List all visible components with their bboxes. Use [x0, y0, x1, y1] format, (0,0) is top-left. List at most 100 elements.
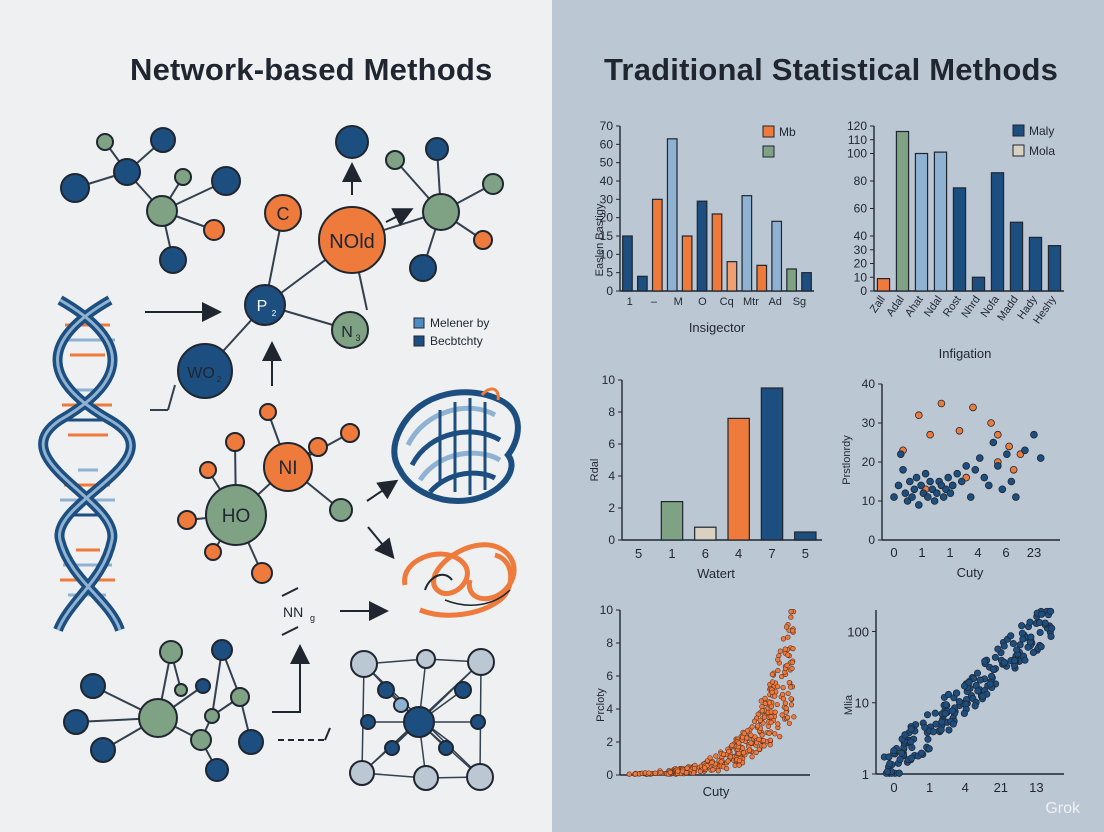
network-node	[96, 133, 114, 151]
scatter-point	[718, 759, 724, 765]
x-axis-label: Cuty	[703, 784, 730, 799]
scatter-point	[890, 493, 898, 501]
x-axis-label: Insigector	[689, 320, 746, 335]
bar	[637, 275, 648, 292]
scatter-point	[736, 758, 743, 764]
network-node	[393, 697, 409, 713]
network-hub-nodes	[177, 125, 504, 399]
y-tick-label: 50	[600, 156, 614, 170]
scatter-point	[1048, 624, 1056, 632]
scatter-point	[953, 469, 961, 478]
node-n-subscript: 3	[355, 333, 360, 343]
scatter-point	[788, 702, 795, 708]
arrow	[366, 479, 399, 502]
scatter-point	[933, 489, 941, 498]
scatter-point	[948, 481, 957, 490]
scatter-point	[790, 646, 796, 652]
scatter-point	[786, 720, 792, 726]
scatter-point	[1000, 658, 1008, 666]
y-tick-label: 100	[847, 147, 867, 161]
scatter-point	[939, 493, 948, 501]
scatter-point	[898, 749, 906, 757]
x-tick-label: 0	[890, 780, 897, 795]
scatter-point	[736, 750, 742, 757]
node-p-subscript: 2	[272, 309, 277, 318]
node-p	[244, 284, 286, 326]
scatter-point	[772, 709, 778, 715]
x-tick-label: M	[674, 296, 683, 308]
x-tick-label: 6	[1002, 545, 1009, 560]
network-cluster-bottom-left-nodes	[63, 639, 264, 782]
protein-structure-icon	[391, 387, 521, 504]
y-tick-label: 0	[608, 533, 615, 547]
y-tick-label: 60	[600, 137, 614, 151]
scatter-point	[667, 769, 673, 775]
scatter-point	[725, 758, 731, 764]
scatter-point	[994, 430, 1002, 439]
scatter-point	[768, 714, 774, 720]
arrow	[385, 208, 414, 227]
scatter-point	[955, 426, 964, 435]
legend-swatch	[1012, 144, 1025, 157]
bar	[711, 213, 723, 292]
scatter-point	[740, 745, 746, 751]
network-node	[80, 673, 106, 699]
network-node	[177, 510, 197, 530]
x-tick-label: 1	[627, 296, 633, 308]
scatter-point	[975, 454, 984, 462]
network-node	[146, 195, 178, 227]
arrow	[367, 526, 395, 560]
scatter-point	[785, 634, 791, 640]
network-node	[308, 437, 328, 457]
scatter-point	[744, 735, 750, 741]
x-tick-label: 21	[994, 780, 1008, 795]
x-tick-label: Cq	[720, 296, 734, 308]
network-node	[230, 687, 250, 707]
scatter-point	[1007, 632, 1015, 640]
scatter-point	[894, 481, 903, 490]
scatter-point	[675, 768, 681, 774]
scatter-point	[784, 662, 790, 668]
chart-1: 0 5 10 15 20 30 40 50 60 70 1 – M O Cq Mtr Ad Sg Insigecto…	[594, 119, 814, 335]
scatter-point	[987, 672, 996, 680]
scatter-point	[924, 735, 932, 743]
scatter-point	[788, 696, 794, 702]
scatter-point	[937, 399, 946, 408]
scatter-point	[984, 481, 993, 490]
scatter-point	[767, 737, 773, 743]
scatter-point	[759, 732, 765, 738]
scatter-point	[779, 673, 785, 680]
x-axis-label: Watert	[697, 566, 735, 581]
scatter-point	[896, 450, 905, 459]
scatter-point	[626, 771, 632, 777]
scatter-point	[729, 742, 735, 748]
x-tick-label: Ad	[768, 296, 781, 308]
y-axis-label: Prstlonrdy	[841, 435, 853, 485]
network-node	[403, 706, 435, 738]
scatter-point	[1009, 465, 1018, 474]
y-tick-label: 60	[854, 202, 868, 216]
coiled-protein-icon	[402, 542, 517, 618]
network-node	[470, 714, 486, 730]
scatter-point	[769, 679, 776, 685]
scatter-point	[777, 648, 783, 654]
y-tick-label: 10	[600, 247, 614, 261]
network-node	[159, 640, 183, 664]
scatter-point	[683, 770, 689, 776]
network-title: Network-based Methods	[130, 52, 493, 87]
network-node	[409, 254, 437, 282]
scatter-point	[994, 645, 1002, 653]
scatter-point	[895, 769, 903, 777]
scatter-point	[941, 709, 949, 718]
network-node	[190, 729, 212, 751]
scatter-point	[713, 753, 719, 759]
scatter-point	[979, 692, 987, 700]
arrow	[272, 644, 310, 713]
scatter-point	[942, 701, 950, 709]
scatter-point	[896, 755, 904, 764]
scatter-point	[785, 714, 791, 721]
scatter-point	[755, 723, 761, 729]
network-node	[90, 737, 116, 763]
x-tick-label: –	[651, 296, 658, 308]
network-node	[63, 709, 89, 735]
